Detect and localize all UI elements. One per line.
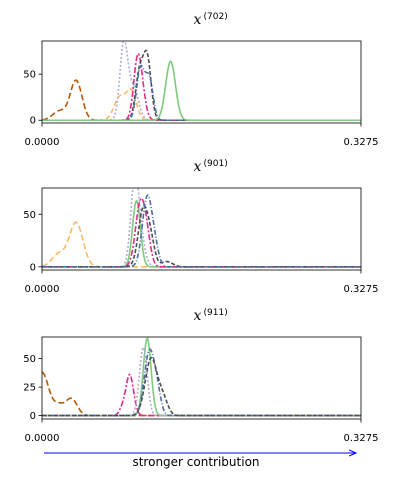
x-tick-label: 0.3275 [344, 433, 379, 444]
subplot-1: x (702) 0 50 0.0000 0.3275 [23, 12, 378, 148]
subplot-title: x [194, 159, 202, 175]
series-line-2 [42, 88, 361, 122]
y-tick-label: 0 [30, 411, 36, 422]
subplot-title-superscript: (702) [204, 12, 228, 22]
series-line-7 [42, 60, 361, 122]
series-line-5 [42, 49, 361, 122]
series-line-3 [42, 41, 361, 122]
series-line-1 [42, 79, 361, 122]
subplot-title-superscript: (901) [204, 159, 228, 169]
series-line-5 [42, 348, 361, 417]
series-group [42, 188, 361, 268]
subplot-title-superscript: (911) [204, 308, 228, 318]
series-group [42, 41, 361, 122]
series-line-5 [42, 204, 361, 268]
y-tick-label: 0 [30, 262, 36, 273]
subplot-3: x (911) 0 25 50 0.0000 0.3275 [23, 308, 378, 444]
series-group [42, 337, 361, 417]
x-tick-label: 0.0000 [25, 284, 60, 295]
y-tick-label: 50 [23, 354, 36, 365]
y-tick-label: 50 [23, 210, 36, 221]
x-tick-label: 0.3275 [344, 284, 379, 295]
subplot-title: x [194, 12, 202, 28]
series-line-2 [42, 188, 361, 268]
subplot-2: x (901) 0 50 0.0000 0.3275 [23, 159, 378, 295]
y-tick-label: 25 [23, 383, 36, 394]
x-tick-label: 0.0000 [25, 137, 60, 148]
series-line-3 [42, 199, 361, 268]
x-tick-label: 0.3275 [344, 137, 379, 148]
series-line-4 [42, 197, 361, 268]
subplot-title: x [194, 308, 202, 324]
series-line-3 [42, 337, 361, 417]
series-line-1 [42, 221, 361, 268]
y-tick-label: 0 [30, 116, 36, 127]
y-tick-label: 50 [23, 70, 36, 81]
series-line-4 [42, 52, 361, 122]
contribution-caption: stronger contribution [132, 455, 259, 469]
x-tick-label: 0.0000 [25, 433, 60, 444]
series-line-4 [42, 346, 361, 417]
axes-frame [41, 40, 362, 124]
axes-frame [41, 336, 362, 420]
series-line-6 [42, 356, 361, 417]
series-line-2 [42, 373, 361, 417]
axes-frame [41, 187, 362, 271]
series-line-1 [42, 371, 361, 417]
series-line-6 [42, 194, 361, 268]
series-line-6 [42, 64, 361, 122]
